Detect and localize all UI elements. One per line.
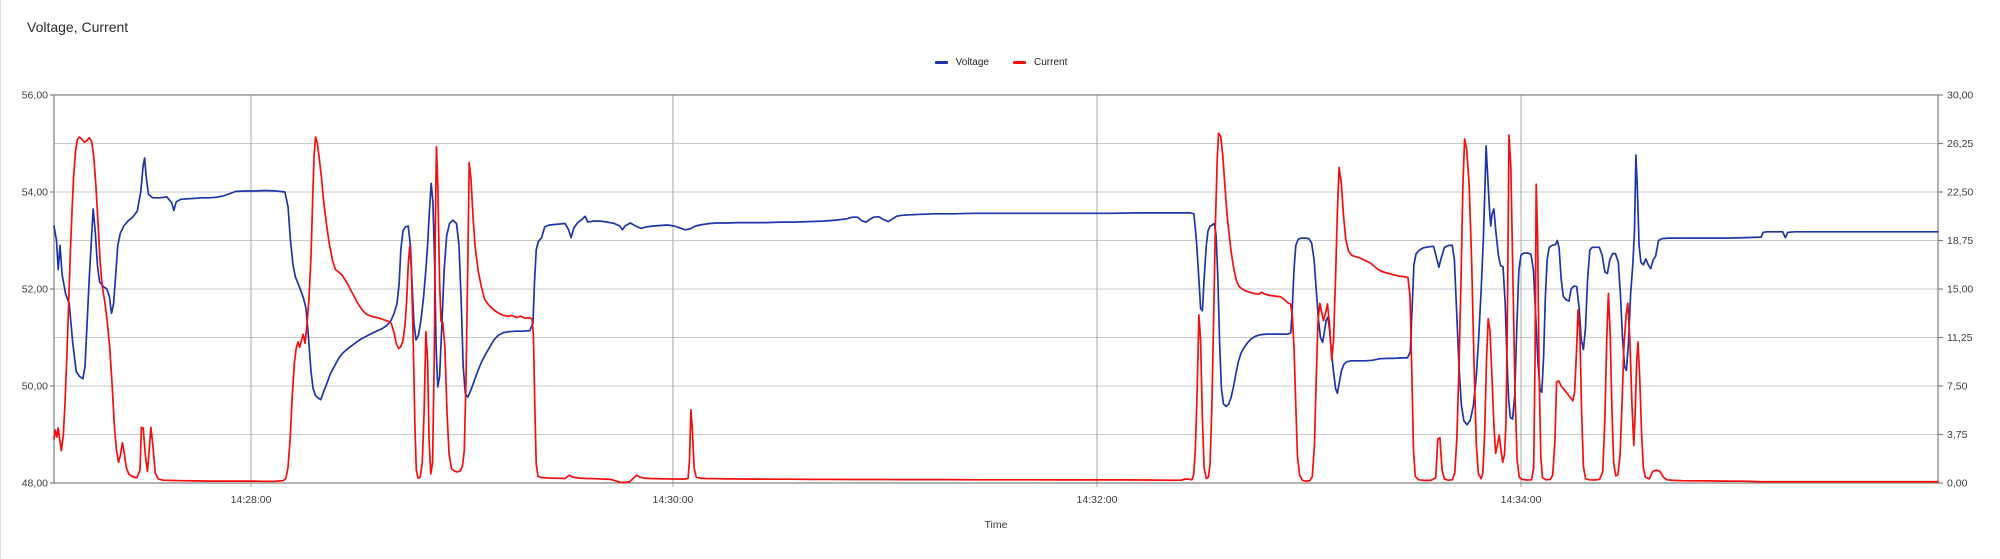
- right-axis-tick-label: 11,25: [1947, 332, 1973, 344]
- left-axis-tick-label: 52,00: [22, 284, 48, 296]
- voltage-line: [53, 145, 1939, 426]
- current-line: [53, 132, 1939, 484]
- x-axis-tick-label: 14:34:00: [1501, 494, 1542, 506]
- current-swatch-icon: [1013, 61, 1026, 64]
- legend: Voltage Current: [1, 57, 2000, 68]
- right-axis-tick-label: 22,50: [1947, 187, 1973, 199]
- left-axis-tick-label: 56,00: [22, 90, 48, 102]
- left-axis-tick-label: 48,00: [22, 478, 48, 490]
- right-axis-tick-label: 30,00: [1947, 90, 1973, 102]
- x-axis-tick-label: 14:32:00: [1077, 494, 1118, 506]
- legend-label-voltage: Voltage: [955, 57, 989, 68]
- right-axis-tick-label: 0,00: [1947, 478, 1968, 490]
- x-axis-tick-label: 14:28:00: [231, 494, 272, 506]
- right-axis-tick-label: 26,25: [1947, 138, 1973, 150]
- legend-item-current[interactable]: Current: [1013, 57, 1067, 68]
- chart-title: Voltage, Current: [27, 19, 129, 35]
- right-axis-tick-label: 18,75: [1947, 235, 1973, 247]
- voltage-swatch-icon: [934, 61, 948, 64]
- left-axis-tick-label: 50,00: [22, 381, 48, 393]
- x-axis-title: Time: [985, 519, 1008, 531]
- right-axis-tick-label: 7,50: [1947, 381, 1968, 393]
- legend-item-voltage[interactable]: Voltage: [934, 57, 989, 68]
- right-axis-tick-label: 15,00: [1947, 284, 1973, 296]
- right-axis-tick-label: 3,75: [1947, 429, 1968, 441]
- x-axis-tick-label: 14:30:00: [653, 494, 694, 506]
- legend-label-current: Current: [1034, 57, 1068, 68]
- left-axis-tick-label: 54,00: [22, 187, 48, 199]
